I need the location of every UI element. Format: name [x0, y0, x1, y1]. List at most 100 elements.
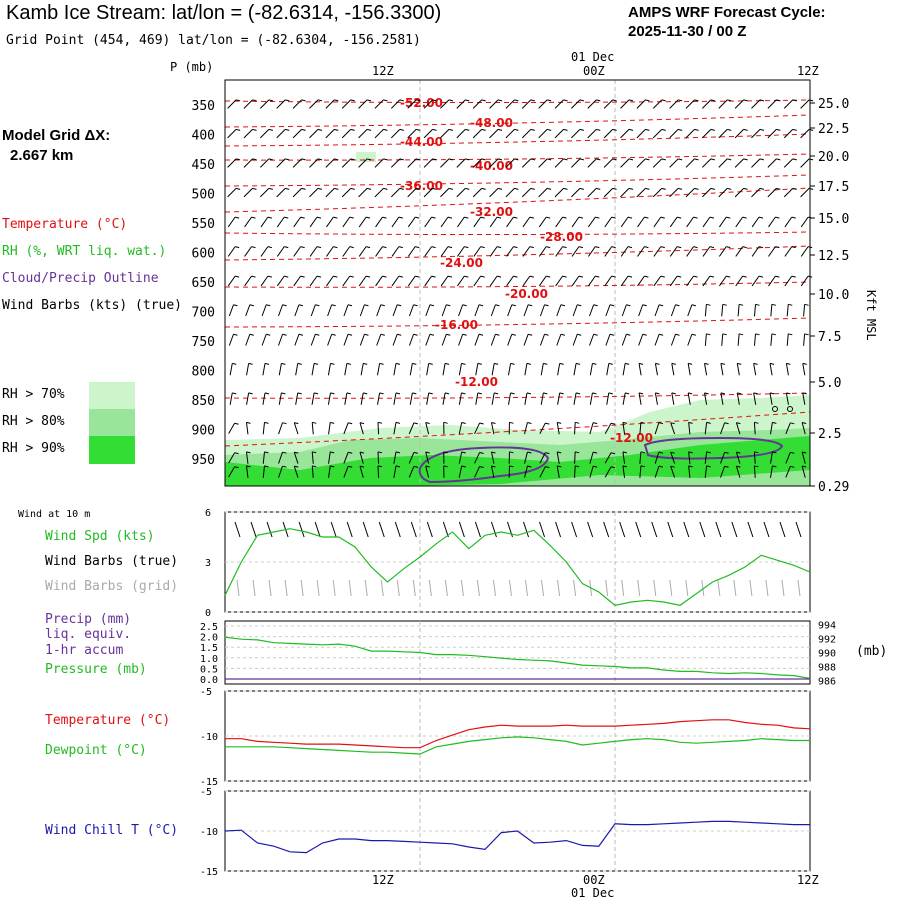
isotherm-label: -44.00	[400, 135, 443, 149]
temp-tick-label: -5	[200, 687, 212, 698]
legend-rh70-swatch	[89, 382, 135, 409]
pressure-tick-label: 750	[192, 335, 215, 350]
isotherm-label: -36.00	[400, 179, 443, 193]
legend-dewpoint: Dewpoint (°C)	[45, 743, 147, 758]
wind-barb	[378, 466, 379, 478]
precip-tick-label: 2.5	[200, 622, 218, 633]
pressure-tick-label: 400	[192, 129, 215, 144]
wind10-tick-label: 6	[205, 508, 211, 519]
pressure-tick-label: 950	[192, 453, 215, 468]
model-grid-label: Model Grid ΔX: 2.667 km	[2, 126, 110, 166]
pressure-tick-label: 600	[192, 247, 215, 262]
pressure-tick-label: 550	[192, 217, 215, 232]
kft-axis-label: Kft MSL	[864, 290, 878, 341]
legend-rh: RH (%, WRT liq. wat.)	[2, 244, 166, 259]
kft-tick-label: 5.0	[818, 376, 841, 391]
kft-tick-label: 22.5	[818, 122, 849, 137]
kft-tick-label: 7.5	[818, 330, 841, 345]
isotherm-label: -12.00	[610, 431, 653, 445]
bottom-time-label-3: 12Z	[797, 873, 819, 887]
temp-panel-frame	[225, 691, 810, 781]
precip-panel-frame	[225, 621, 810, 684]
isotherm-label: -28.00	[540, 230, 583, 244]
wind-barb	[378, 422, 379, 434]
precip-tick-label: 2.0	[200, 633, 218, 644]
kft-tick-label: 0.29	[818, 480, 849, 495]
isotherm-label: -20.00	[505, 287, 548, 301]
pressure-tick-label: 994	[818, 621, 836, 632]
pressure-axis-label: P (mb)	[170, 60, 213, 74]
top-date-label: 01 Dec	[571, 50, 614, 64]
precip-tick-label: 1.5	[200, 643, 218, 654]
forecast-cycle-label: AMPS WRF Forecast Cycle:	[628, 3, 826, 22]
pressure-unit: (mb)	[856, 644, 887, 659]
pressure-tick-label: 988	[818, 663, 836, 674]
legend-pressure: Pressure (mb)	[45, 662, 147, 677]
isotherm-label: -52.00	[400, 96, 443, 110]
legend-barbs-grid: Wind Barbs (grid)	[45, 579, 178, 594]
legend-liq-equiv: liq. equiv.	[45, 627, 131, 642]
top-time-label-2: 00Z	[583, 64, 605, 78]
temp-tick-label: -10	[200, 732, 218, 743]
kft-tick-label: 25.0	[818, 97, 849, 112]
kft-tick-label: 12.5	[818, 249, 849, 264]
legend-precip: Precip (mm)	[45, 612, 131, 627]
legend-accum: 1-hr accum	[45, 643, 123, 658]
pressure-tick-label: 700	[192, 306, 215, 321]
kft-tick-label: 2.5	[818, 427, 841, 442]
isotherm-label: -24.00	[440, 256, 483, 270]
legend-rh90-swatch	[89, 436, 135, 464]
legend-rh80-label: RH > 80%	[2, 414, 65, 429]
pressure-tick-label: 986	[818, 677, 836, 688]
windchill-tick-label: -10	[200, 827, 218, 838]
wind10-panel-frame	[225, 512, 810, 612]
legend-temp-lower: Temperature (°C)	[45, 713, 170, 728]
legend-rh80-swatch	[89, 409, 135, 436]
top-time-label-3: 12Z	[797, 64, 819, 78]
isotherm-label: -48.00	[470, 116, 513, 130]
wind10-tick-label: 0	[205, 608, 211, 619]
bottom-date-label: 01 Dec	[571, 886, 614, 900]
wind10-tick-label: 3	[205, 558, 211, 569]
windchill-tick-label: -5	[200, 787, 212, 798]
precip-tick-label: 1.0	[200, 654, 218, 665]
isotherm-label: -32.00	[470, 205, 513, 219]
wind-barb	[575, 466, 576, 478]
bottom-time-label-1: 12Z	[372, 873, 394, 887]
pressure-tick-label: 990	[818, 649, 836, 660]
legend-wind-barbs: Wind Barbs (kts) (true)	[2, 298, 182, 313]
pressure-tick-label: 450	[192, 158, 215, 173]
isotherm-label: -12.00	[455, 375, 498, 389]
wind-barb	[575, 422, 576, 434]
kft-tick-label: 10.0	[818, 288, 849, 303]
legend-wind-speed: Wind Spd (kts)	[45, 529, 155, 544]
legend-temperature: Temperature (°C)	[2, 217, 127, 232]
precip-tick-label: 0.0	[200, 675, 218, 686]
legend-rh90-label: RH > 90%	[2, 441, 65, 456]
legend-rh70-label: RH > 70%	[2, 387, 65, 402]
legend-barbs-true: Wind Barbs (true)	[45, 554, 178, 569]
precip-tick-label: 0.5	[200, 664, 218, 675]
model-grid-value: 2.667 km	[2, 146, 110, 166]
kft-tick-label: 17.5	[818, 180, 849, 195]
pressure-tick-label: 650	[192, 276, 215, 291]
legend-windchill: Wind Chill T (°C)	[45, 823, 178, 838]
pressure-tick-label: 800	[192, 365, 215, 380]
forecast-cycle-value: 2025-11-30 / 00 Z	[628, 22, 826, 41]
wind-barb	[575, 452, 576, 464]
pressure-tick-label: 500	[192, 188, 215, 203]
isotherm-label: -16.00	[435, 318, 478, 332]
model-grid-title: Model Grid ΔX:	[2, 126, 110, 146]
pressure-tick-label: 900	[192, 424, 215, 439]
pressure-tick-label: 850	[192, 394, 215, 409]
chart-title: Kamb Ice Stream: lat/lon = (-82.6314, -1…	[6, 2, 441, 25]
kft-tick-label: 15.0	[818, 212, 849, 227]
wind10-title: Wind at 10 m	[18, 509, 90, 520]
kft-tick-label: 20.0	[818, 150, 849, 165]
wind-barb	[378, 452, 379, 464]
pressure-tick-label: 992	[818, 635, 836, 646]
windchill-tick-label: -15	[200, 867, 218, 878]
legend-cloud-outline: Cloud/Precip Outline	[2, 271, 159, 286]
